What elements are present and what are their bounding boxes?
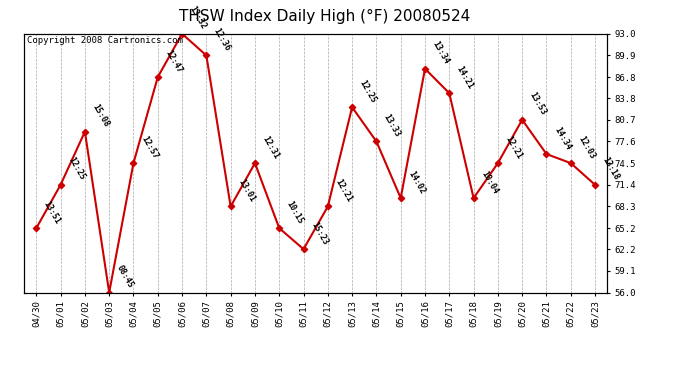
Text: 12:21: 12:21: [333, 177, 354, 204]
Point: [104, 290, 115, 296]
Point: [565, 160, 576, 166]
Text: 12:57: 12:57: [139, 134, 159, 160]
Point: [346, 104, 357, 110]
Text: 15:23: 15:23: [309, 220, 329, 246]
Text: 14:34: 14:34: [552, 125, 572, 151]
Point: [517, 117, 528, 123]
Text: Copyright 2008 Cartronics.com: Copyright 2008 Cartronics.com: [27, 36, 183, 45]
Text: 13:34: 13:34: [431, 40, 451, 66]
Text: 15:08: 15:08: [90, 103, 110, 129]
Text: 14:21: 14:21: [455, 64, 475, 90]
Point: [541, 151, 552, 157]
Text: 08:45: 08:45: [115, 264, 135, 290]
Text: 12:03: 12:03: [576, 134, 597, 160]
Text: 12:31: 12:31: [261, 134, 281, 160]
Text: 12:36: 12:36: [212, 27, 233, 52]
Point: [249, 160, 260, 166]
Point: [128, 160, 139, 166]
Text: 14:02: 14:02: [406, 169, 426, 195]
Point: [298, 246, 309, 252]
Point: [201, 53, 212, 58]
Point: [225, 204, 236, 210]
Text: 13:18: 13:18: [600, 156, 621, 182]
Text: 12:25: 12:25: [66, 156, 86, 182]
Point: [589, 182, 600, 188]
Text: 13:33: 13:33: [382, 112, 402, 139]
Text: THSW Index Daily High (°F) 20080524: THSW Index Daily High (°F) 20080524: [179, 9, 470, 24]
Text: 13:53: 13:53: [528, 91, 548, 117]
Point: [274, 225, 285, 231]
Text: 13:32: 13:32: [188, 5, 208, 31]
Point: [420, 66, 431, 72]
Point: [371, 138, 382, 144]
Text: 13:51: 13:51: [42, 199, 62, 225]
Text: 10:04: 10:04: [479, 169, 500, 195]
Point: [493, 160, 504, 166]
Text: 12:47: 12:47: [164, 48, 184, 74]
Point: [177, 31, 188, 37]
Point: [395, 195, 406, 201]
Point: [79, 129, 90, 135]
Point: [31, 225, 42, 231]
Text: 13:01: 13:01: [236, 177, 257, 204]
Point: [322, 204, 333, 210]
Text: 10:15: 10:15: [285, 199, 305, 225]
Text: 12:21: 12:21: [504, 134, 524, 160]
Text: 12:25: 12:25: [357, 78, 378, 104]
Point: [152, 74, 164, 80]
Point: [468, 195, 479, 201]
Point: [55, 182, 66, 188]
Point: [444, 90, 455, 96]
